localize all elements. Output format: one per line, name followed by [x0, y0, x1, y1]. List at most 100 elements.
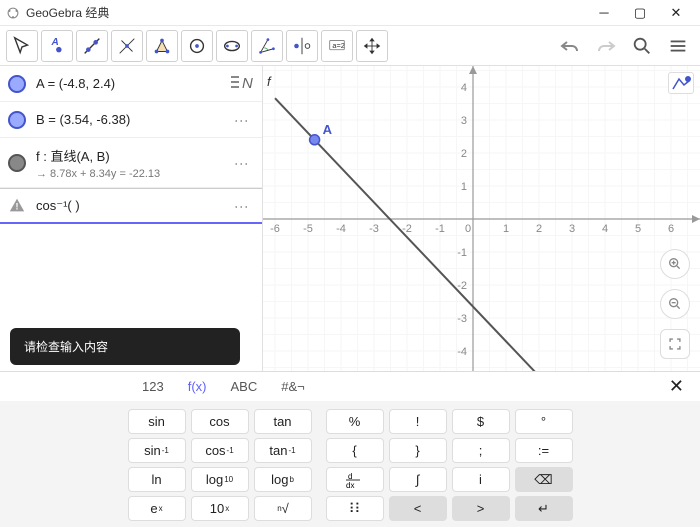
row-menu-icon[interactable]: ⋮ — [234, 157, 254, 169]
tab-fx[interactable]: f(x) — [176, 375, 219, 398]
key-%[interactable]: % — [326, 409, 384, 434]
line-f-marker-icon[interactable] — [8, 154, 26, 172]
svg-text:A: A — [51, 37, 59, 48]
key-↵[interactable]: ↵ — [515, 496, 573, 521]
svg-text:5: 5 — [635, 223, 641, 235]
key-⠿[interactable]: ⠸⠇ — [326, 496, 384, 521]
svg-text:3: 3 — [569, 223, 575, 235]
svg-text:-3: -3 — [457, 313, 467, 325]
key-tan⁻¹[interactable]: tan-1 — [254, 438, 312, 463]
key-log₁₀[interactable]: log10 — [191, 467, 249, 492]
key-$[interactable]: $ — [452, 409, 510, 434]
key-cos⁻¹[interactable]: cos-1 — [191, 438, 249, 463]
input-text[interactable]: cos⁻¹( ) — [36, 198, 234, 214]
close-button[interactable]: ✕ — [658, 0, 694, 26]
row-menu-icon[interactable]: ⋮ — [234, 114, 254, 126]
svg-text:!: ! — [16, 201, 19, 211]
tool-move[interactable] — [6, 30, 38, 62]
svg-text:N: N — [242, 75, 253, 92]
key-logᵦ[interactable]: logb — [254, 467, 312, 492]
virtual-keyboard: sincostan%!$° sin-1cos-1tan-1 {};:= lnlog10… — [0, 401, 700, 527]
key-{[interactable]: { — [326, 438, 384, 463]
key-eˣ[interactable]: ex — [128, 496, 186, 521]
app-logo-icon — [6, 6, 20, 20]
tool-ellipse[interactable] — [216, 30, 248, 62]
zoom-in-button[interactable] — [660, 249, 690, 279]
svg-text:6: 6 — [668, 223, 674, 235]
tool-circle[interactable] — [181, 30, 213, 62]
svg-text:-5: -5 — [303, 223, 313, 235]
fullscreen-button[interactable] — [660, 329, 690, 359]
point-B-marker-icon[interactable] — [8, 111, 26, 129]
svg-text:A: A — [323, 122, 333, 137]
menu-button[interactable] — [662, 30, 694, 62]
tab-abc[interactable]: ABC — [218, 375, 269, 398]
zoom-out-button[interactable] — [660, 289, 690, 319]
graphics-style-button[interactable] — [668, 72, 694, 94]
tool-line[interactable] — [76, 30, 108, 62]
key-10ˣ[interactable]: 10x — [191, 496, 249, 521]
svg-text:2: 2 — [536, 223, 542, 235]
key-sin[interactable]: sin — [128, 409, 186, 434]
tool-perpendicular[interactable] — [111, 30, 143, 62]
key-∫[interactable]: ∫ — [389, 467, 447, 492]
line-f-equation: → 8.78x + 8.34y = -22.13 — [36, 168, 234, 180]
tool-angle[interactable] — [251, 30, 283, 62]
svg-text:-4: -4 — [336, 223, 346, 235]
svg-text:-3: -3 — [369, 223, 379, 235]
tool-slider[interactable]: a=2 — [321, 30, 353, 62]
algebra-row-B[interactable]: B = (3.54, -6.38) ⋮ — [0, 102, 262, 138]
algebra-panel: N A = (-4.8, 2.4) B = (3.54, -6.38) ⋮ f … — [0, 66, 263, 371]
key->[interactable]: > — [452, 496, 510, 521]
key-⌫[interactable]: ⌫ — [515, 467, 573, 492]
key-ln[interactable]: ln — [128, 467, 186, 492]
svg-text:dx: dx — [346, 481, 354, 488]
point-B-text: B = (3.54, -6.38) — [36, 112, 234, 127]
coordinate-grid[interactable]: -6-5-4-3-2-1123456-4-3-2-112340fA — [263, 66, 700, 371]
tool-polygon[interactable] — [146, 30, 178, 62]
key-n√[interactable]: n√ — [254, 496, 312, 521]
algebra-input-row[interactable]: ! cos⁻¹( ) ⋮ — [0, 188, 262, 224]
svg-text:0: 0 — [465, 223, 471, 235]
svg-text:4: 4 — [602, 223, 608, 235]
redo-button[interactable] — [590, 30, 622, 62]
tab-123[interactable]: 123 — [130, 375, 176, 398]
row-menu-icon[interactable]: ⋮ — [234, 200, 254, 212]
key-tan[interactable]: tan — [254, 409, 312, 434]
svg-text:-4: -4 — [457, 346, 467, 358]
svg-text:1: 1 — [503, 223, 509, 235]
svg-text:3: 3 — [461, 115, 467, 127]
warning-icon: ! — [8, 197, 26, 215]
svg-text:-1: -1 — [457, 247, 467, 259]
undo-button[interactable] — [554, 30, 586, 62]
algebra-row-f[interactable]: f : 直线(A, B) → 8.78x + 8.34y = -22.13 ⋮ — [0, 138, 262, 188]
point-A-text: A = (-4.8, 2.4) — [36, 76, 254, 91]
tool-reflect[interactable] — [286, 30, 318, 62]
graphics-view[interactable]: -6-5-4-3-2-1123456-4-3-2-112340fA — [263, 66, 700, 371]
maximize-button[interactable]: ▢ — [622, 0, 658, 26]
svg-text:a=2: a=2 — [332, 40, 344, 49]
key-}[interactable]: } — [389, 438, 447, 463]
key-°[interactable]: ° — [515, 409, 573, 434]
minimize-button[interactable]: ─ — [586, 0, 622, 26]
key-:=[interactable]: := — [515, 438, 573, 463]
point-A-marker-icon[interactable] — [8, 75, 26, 93]
key-i[interactable]: i — [452, 467, 510, 492]
keyboard-close-button[interactable]: ✕ — [663, 376, 690, 397]
toolbar: A a=2 — [0, 26, 700, 66]
key-sin⁻¹[interactable]: sin-1 — [128, 438, 186, 463]
search-button[interactable] — [626, 30, 658, 62]
error-tooltip: 请检查输入内容 — [10, 328, 240, 365]
algebra-row-A[interactable]: A = (-4.8, 2.4) — [0, 66, 262, 102]
svg-text:-6: -6 — [270, 223, 280, 235]
key-d/dx[interactable]: ddx — [326, 467, 384, 492]
tab-sym[interactable]: #&¬ — [269, 375, 317, 398]
key-cos[interactable]: cos — [191, 409, 249, 434]
algebra-view-toggle[interactable]: N — [228, 72, 256, 92]
tool-point[interactable]: A — [41, 30, 73, 62]
key-;[interactable]: ; — [452, 438, 510, 463]
key-![interactable]: ! — [389, 409, 447, 434]
key-<[interactable]: < — [389, 496, 447, 521]
tool-move-view[interactable] — [356, 30, 388, 62]
svg-text:1: 1 — [461, 181, 467, 193]
